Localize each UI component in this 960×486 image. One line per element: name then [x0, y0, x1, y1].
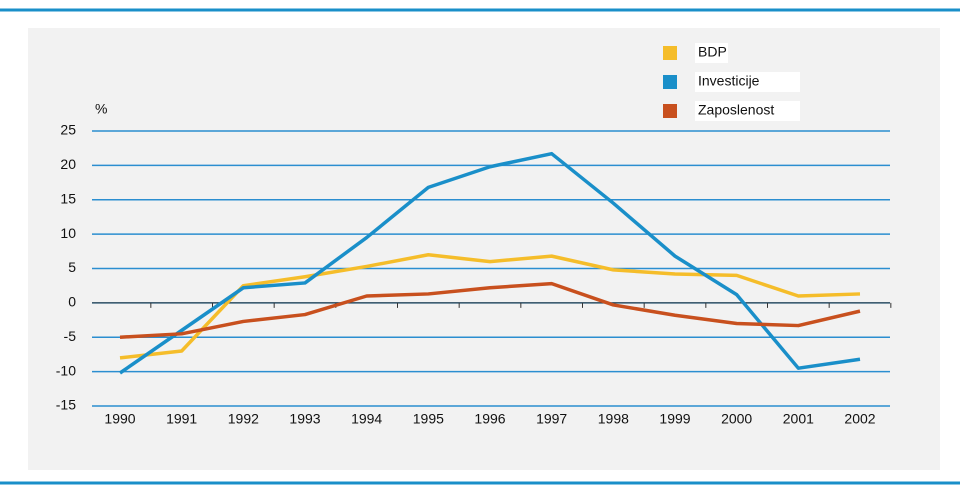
- legend-label-bg: [695, 72, 800, 92]
- legend-label: Investicije: [698, 73, 760, 89]
- panel: [28, 28, 940, 470]
- x-tick-label: 1990: [104, 411, 135, 427]
- legend-swatch: [663, 46, 677, 60]
- x-tick-label: 1996: [474, 411, 505, 427]
- y-tick-label: 25: [60, 122, 76, 138]
- x-tick-label: 1998: [598, 411, 629, 427]
- y-tick-label: -5: [64, 328, 77, 344]
- legend-swatch: [663, 104, 677, 118]
- x-tick-label: 2002: [844, 411, 875, 427]
- y-tick-label: 10: [60, 225, 76, 241]
- y-tick-label: 5: [68, 259, 76, 275]
- x-tick-label: 1995: [413, 411, 444, 427]
- x-tick-label: 1999: [659, 411, 690, 427]
- series-line: [119, 281, 861, 339]
- x-tick-label: 1993: [289, 411, 320, 427]
- x-tick-label: 1997: [536, 411, 567, 427]
- x-tick-label: 1994: [351, 411, 382, 427]
- x-tick-label: 2000: [721, 411, 752, 427]
- series-line: [119, 253, 861, 360]
- x-tick-label: 2001: [783, 411, 814, 427]
- series-line: [119, 151, 861, 375]
- legend-label: Zaposlenost: [698, 102, 774, 118]
- y-tick-label: -10: [56, 362, 76, 378]
- legend-label-bg: [695, 43, 728, 63]
- y-tick-label: 20: [60, 156, 76, 172]
- x-tick-label: 1992: [228, 411, 259, 427]
- legend-label: BDP: [698, 44, 727, 60]
- y-tick-label: 0: [68, 294, 76, 310]
- y-tick-label: -15: [56, 397, 76, 413]
- legend-label-bg: [695, 101, 800, 121]
- legend-swatch: [663, 75, 677, 89]
- y-tick-label: 15: [60, 190, 76, 206]
- y-axis-label: %: [95, 101, 107, 117]
- x-tick-label: 1991: [166, 411, 197, 427]
